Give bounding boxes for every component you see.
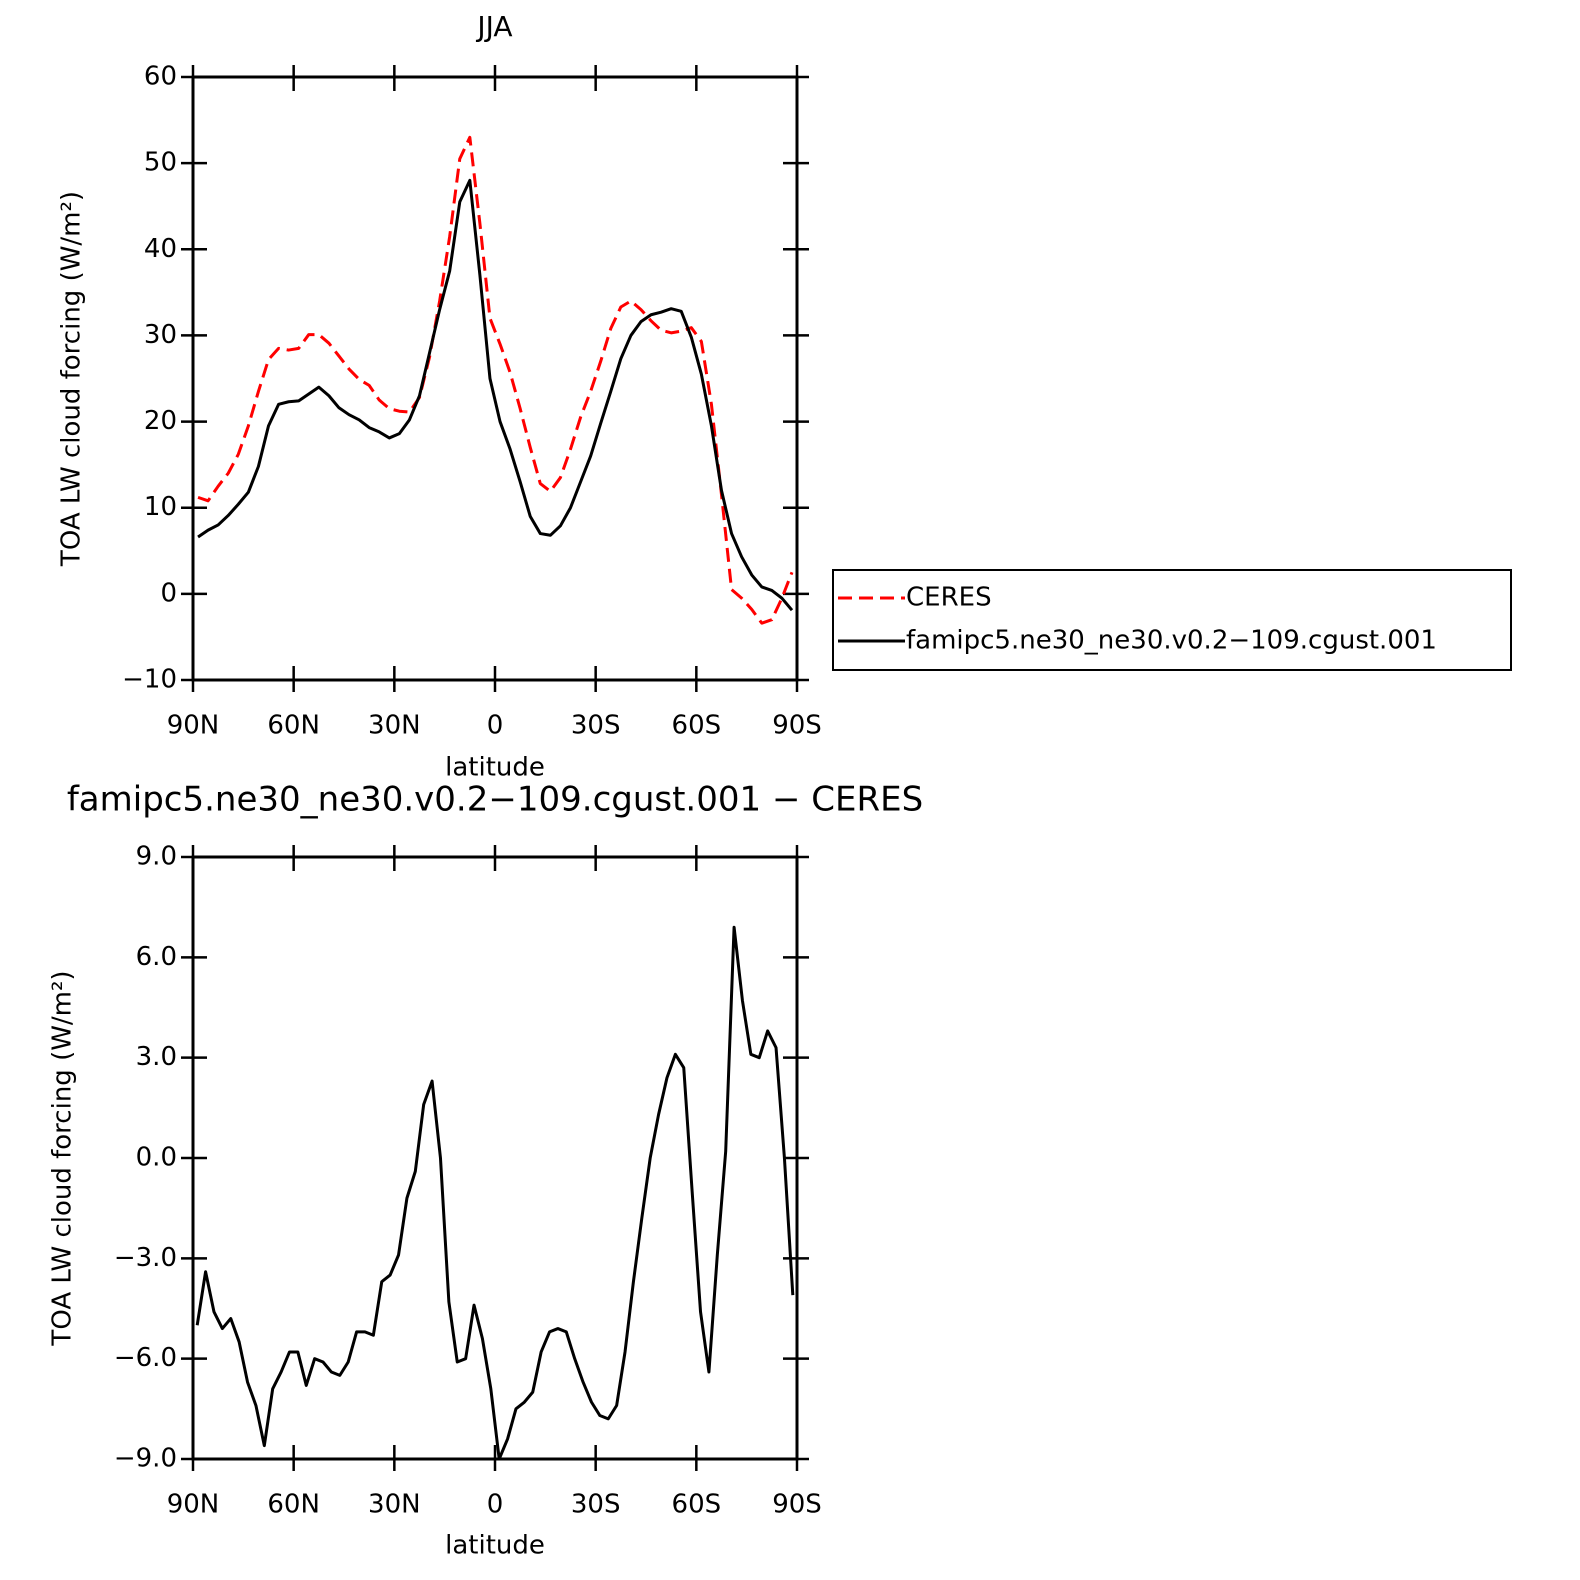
x-axis-label: latitude	[445, 753, 545, 783]
y-tick-label: −9.0	[114, 1444, 177, 1474]
data-line	[195, 925, 795, 1461]
legend-label: famipc5.ne30_ne30.v0.2−109.cgust.001	[906, 626, 1437, 656]
x-tick-label: 60N	[267, 1490, 320, 1520]
data-line	[197, 178, 794, 612]
x-tick-label: 0	[487, 1490, 504, 1520]
y-tick-label: 40	[144, 234, 177, 264]
y-tick-label: 30	[144, 320, 177, 350]
x-tick-label: 30N	[368, 1490, 421, 1520]
x-tick-label: 90N	[167, 1490, 220, 1520]
data-line	[197, 135, 794, 625]
x-tick-label: 60N	[267, 711, 320, 741]
chart-title: JJA	[475, 10, 512, 43]
y-tick-label: −3.0	[114, 1243, 177, 1273]
chart-title: famipc5.ne30_ne30.v0.2−109.cgust.001 − C…	[67, 780, 923, 820]
x-tick-label: 30S	[571, 711, 621, 741]
x-tick-label: 30N	[368, 711, 421, 741]
y-axis-label: TOA LW cloud forcing (W/m²)	[48, 970, 78, 1346]
y-tick-label: −10	[122, 665, 177, 695]
y-tick-label: 60	[144, 62, 177, 92]
x-tick-label: 90S	[772, 1490, 822, 1520]
legend-label: CERES	[906, 583, 992, 613]
y-tick-label: 9.0	[136, 842, 177, 872]
x-tick-label: 90S	[772, 711, 822, 741]
y-tick-label: 0	[160, 578, 177, 608]
plot-frame	[191, 855, 799, 1461]
y-tick-label: 10	[144, 492, 177, 522]
x-tick-label: 30S	[571, 1490, 621, 1520]
y-tick-label: −6.0	[114, 1343, 177, 1373]
y-tick-label: 6.0	[136, 942, 177, 972]
x-tick-label: 90N	[167, 711, 220, 741]
x-tick-label: 60S	[672, 711, 722, 741]
plot-frame	[191, 75, 799, 682]
y-tick-label: 0.0	[136, 1143, 177, 1173]
legend-box	[832, 569, 1512, 671]
y-axis-label: TOA LW cloud forcing (W/m²)	[57, 191, 87, 567]
y-tick-label: 50	[144, 148, 177, 178]
x-axis-label: latitude	[445, 1531, 545, 1561]
y-tick-label: 20	[144, 406, 177, 436]
y-tick-label: 3.0	[136, 1042, 177, 1072]
x-tick-label: 0	[487, 711, 504, 741]
x-tick-label: 60S	[672, 1490, 722, 1520]
